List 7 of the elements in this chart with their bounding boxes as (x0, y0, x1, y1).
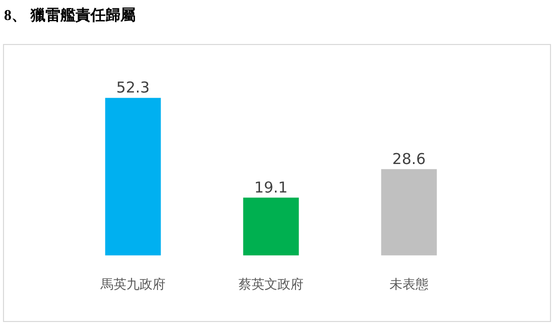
x-tick-label: 蔡英文政府 (238, 276, 304, 293)
x-tick-label: 馬英九政府 (100, 276, 166, 293)
x-tick-label: 未表態 (390, 278, 428, 293)
chart-title: 8、 獵雷艦責任歸屬 (4, 6, 136, 25)
data-label: 19.1 (254, 178, 288, 196)
data-label: 28.6 (392, 150, 426, 168)
data-label: 52.3 (116, 78, 150, 97)
